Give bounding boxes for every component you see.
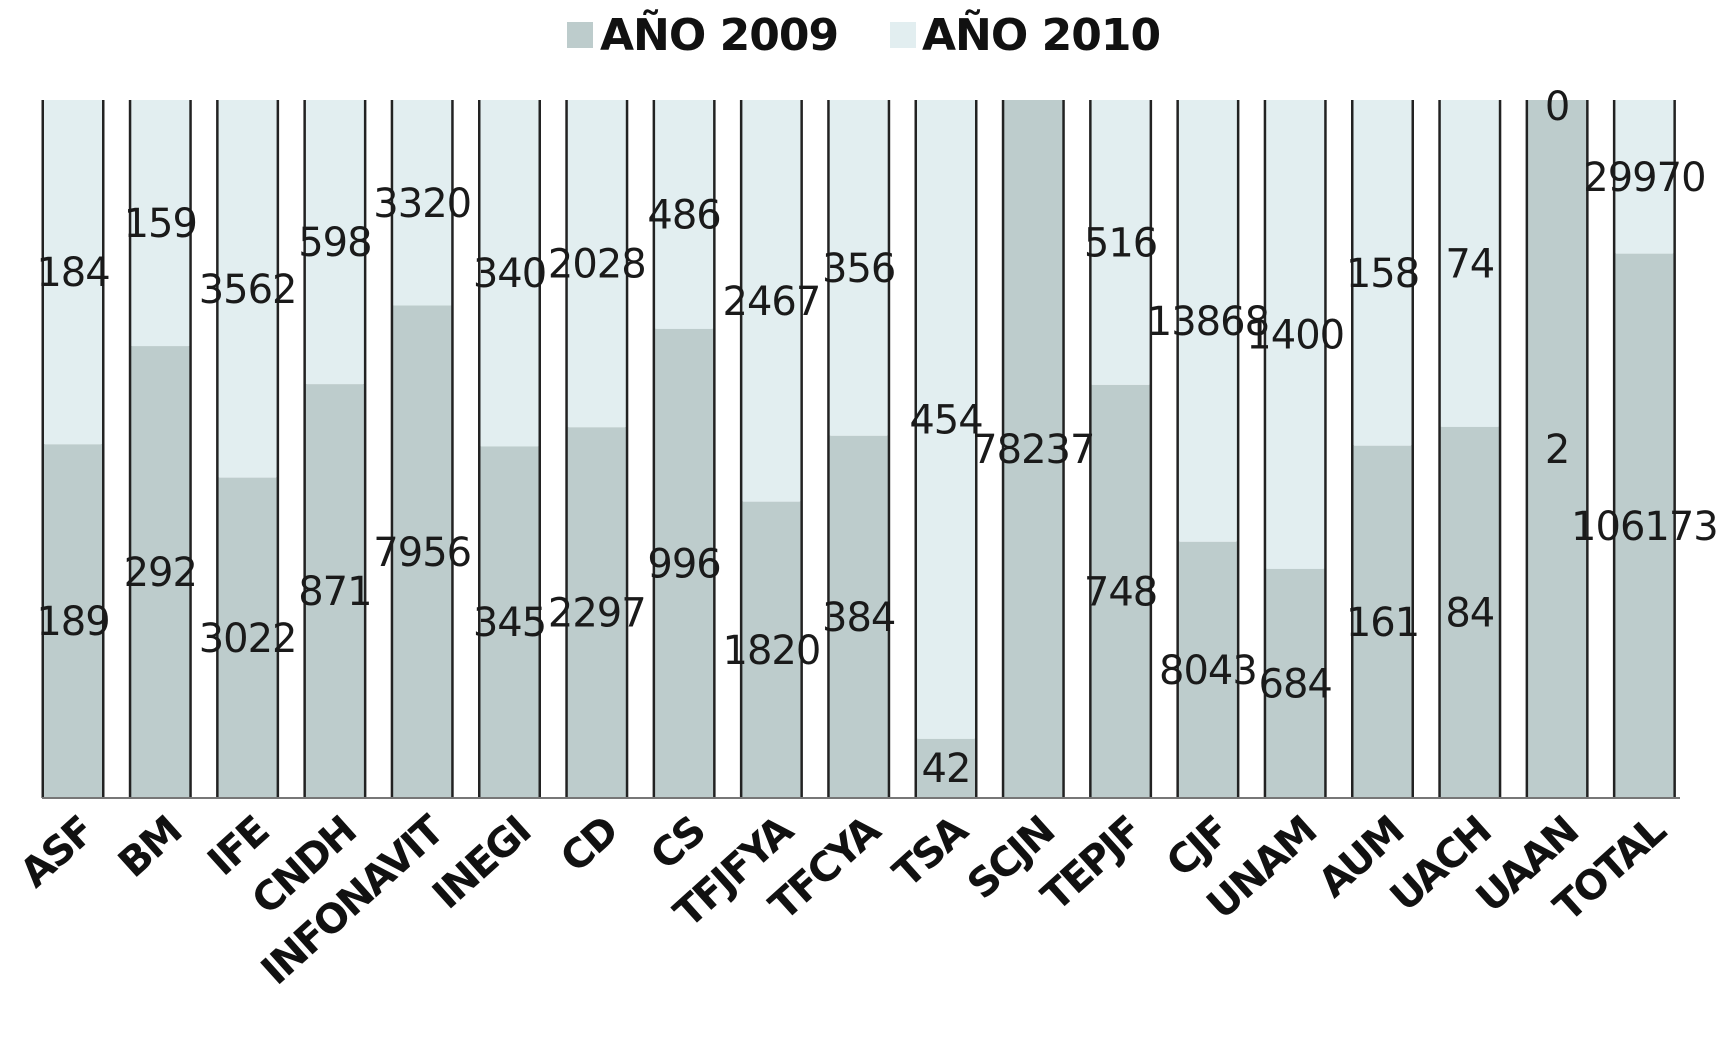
value-label-2009-cs: 996 (647, 541, 720, 587)
bar-2009-asf (44, 444, 102, 798)
bar-2010-infonavit (393, 100, 452, 306)
value-label-2009-infonavit: 7956 (373, 530, 471, 576)
bar-2009-cndh (305, 384, 364, 798)
value-label-2009-tsa: 42 (922, 746, 971, 792)
bar-2010-unam (1266, 100, 1325, 569)
value-labels: 1891842921593022356287159879563320345340… (36, 84, 1718, 792)
value-label-2009-unam: 684 (1259, 661, 1332, 707)
value-label-2010-cs: 486 (647, 192, 720, 238)
bar-2009-tsa (917, 738, 975, 798)
value-label-2010-infonavit: 3320 (373, 181, 471, 227)
value-label-2010-uach: 74 (1445, 241, 1494, 287)
value-label-2009-scjn: 78237 (972, 427, 1094, 473)
bar-2009-uach (1440, 426, 1499, 798)
bar-2009-scjn (1004, 100, 1063, 798)
value-label-2010-cndh: 598 (298, 220, 371, 266)
value-label-2009-ife: 3022 (199, 616, 297, 662)
bar-2010-tfjfya (742, 100, 801, 502)
value-label-2010-cjf: 13868 (1147, 299, 1269, 345)
value-label-2009-asf: 189 (36, 599, 109, 645)
bar-2009-aum (1353, 445, 1412, 798)
x-tick-label-cd: CD (552, 808, 627, 882)
bar-2009-inegi (480, 446, 539, 798)
value-label-2010-inegi: 340 (473, 251, 546, 297)
bar-2009-tfcya (829, 435, 888, 798)
bar-2010-inegi (480, 100, 539, 447)
x-tick-label-tsa: TSA (885, 807, 978, 897)
bar-2010-total (1615, 100, 1674, 254)
bar-2009-tepjf (1091, 384, 1150, 798)
bars (41, 100, 1676, 799)
value-label-2010-uaan: 0 (1545, 84, 1569, 130)
value-label-2009-uach: 84 (1445, 590, 1494, 636)
bar-2010-bm (131, 100, 190, 347)
value-label-2010-unam: 1400 (1246, 312, 1344, 358)
bar-2010-cndh (305, 100, 364, 385)
x-tick-label-inegi: INEGI (424, 808, 539, 918)
value-label-2010-tfjfya: 2467 (723, 279, 821, 325)
bar-2009-bm (131, 346, 190, 798)
bar-2009-cjf (1178, 541, 1237, 798)
legend: AÑO 2009 AÑO 2010 (567, 8, 1161, 61)
x-tick-label-tepjf: TEPJF (1033, 808, 1150, 920)
bar-2009-total (1615, 253, 1674, 799)
bar-2009-tfjfya (742, 501, 801, 798)
bar-2009-unam (1266, 568, 1325, 798)
bar-2010-aum (1353, 100, 1412, 446)
value-label-2010-tfcya: 356 (822, 246, 895, 292)
bar-2009-cd (567, 427, 626, 798)
bar-2010-cs (655, 100, 714, 329)
bar-2010-ife (218, 100, 277, 478)
legend-swatch-2009 (567, 22, 593, 48)
bar-2010-tfcya (829, 100, 888, 436)
bar-2010-tsa (917, 100, 975, 739)
value-label-2009-cndh: 871 (298, 569, 371, 615)
value-label-2009-aum: 161 (1346, 600, 1419, 646)
value-label-2009-tepjf: 748 (1084, 569, 1157, 615)
bar-2009-uaan (1528, 100, 1587, 798)
legend-swatch-2010 (890, 22, 916, 48)
x-tick-label-asf: ASF (12, 808, 103, 896)
value-label-2009-total: 106173 (1571, 504, 1718, 550)
value-label-2009-cjf: 8043 (1159, 648, 1257, 694)
bar-2010-cd (567, 100, 626, 428)
value-label-2010-ife: 3562 (199, 267, 297, 313)
value-label-2009-tfcya: 384 (822, 595, 895, 641)
legend-label-2009: AÑO 2009 (600, 8, 838, 61)
value-label-2010-tepjf: 516 (1084, 220, 1157, 266)
value-label-2010-total: 29970 (1583, 155, 1705, 201)
value-label-2009-tfjfya: 1820 (723, 628, 821, 674)
value-label-2009-bm: 292 (124, 550, 197, 596)
value-label-2010-tsa: 454 (909, 397, 982, 443)
value-label-2009-uaan: 2 (1545, 427, 1569, 473)
value-label-2009-inegi: 345 (473, 600, 546, 646)
bar-2010-uach (1440, 100, 1499, 427)
legend-label-2010: AÑO 2010 (922, 8, 1160, 61)
value-label-2010-bm: 159 (124, 201, 197, 247)
value-label-2010-cd: 2028 (548, 242, 646, 288)
value-label-2010-aum: 158 (1346, 251, 1419, 297)
bar-2010-cjf (1178, 100, 1237, 542)
x-tick-label-bm: BM (110, 808, 190, 887)
value-label-2010-asf: 184 (36, 250, 109, 296)
bar-2009-cs (655, 328, 714, 798)
bar-2010-asf (44, 100, 102, 445)
bar-2009-infonavit (393, 305, 452, 798)
value-label-2009-cd: 2297 (548, 591, 646, 637)
bar-2010-tepjf (1091, 100, 1150, 385)
bar-2009-ife (218, 477, 277, 798)
